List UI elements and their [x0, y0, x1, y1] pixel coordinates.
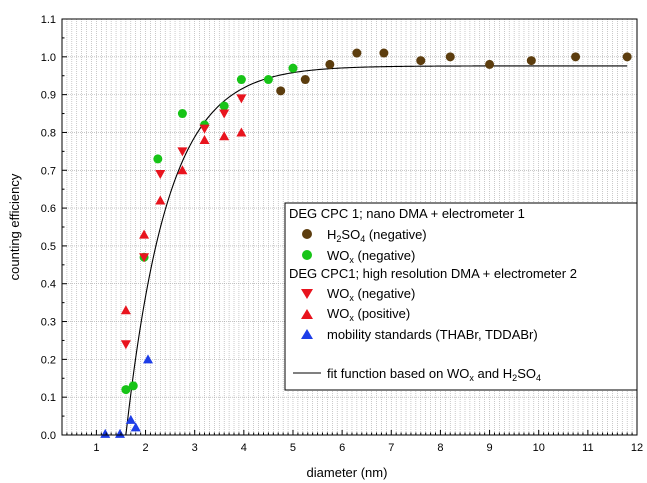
legend-marker-wox-negative-green	[302, 250, 312, 260]
markers-layer	[100, 48, 632, 438]
data-point-series-4	[125, 414, 136, 424]
data-point-series-2	[139, 253, 150, 263]
y-tick-label: 0.9	[41, 90, 56, 102]
data-point-series-3	[139, 229, 150, 239]
data-point-series-0	[416, 56, 426, 66]
data-point-series-0	[379, 48, 389, 58]
legend-box	[284, 202, 638, 391]
data-point-series-1	[153, 154, 163, 164]
x-tick-label: 9	[487, 442, 493, 454]
data-point-series-4	[114, 428, 125, 438]
data-point-series-0	[445, 52, 455, 62]
legend-label-h2so4: H2SO4 (negative)	[327, 227, 427, 244]
data-point-series-4	[143, 354, 154, 364]
x-tick-label: 11	[582, 442, 593, 454]
data-point-series-1	[288, 63, 298, 73]
data-point-series-3	[236, 127, 247, 137]
data-point-series-2	[120, 340, 131, 350]
legend-marker-wox-positive	[301, 309, 313, 319]
legend-label-fit: fit function based on WOx and H2SO4	[327, 366, 541, 383]
data-point-series-2	[236, 94, 247, 104]
fit-curve-line	[125, 65, 628, 436]
legend: DEG CPC 1; nano DMA + electrometer 1 H2S…	[284, 202, 638, 391]
x-tick-label: 5	[290, 442, 296, 454]
y-tick-label: 0.4	[41, 279, 56, 291]
legend-group1-header: DEG CPC 1; nano DMA + electrometer 1	[289, 206, 525, 221]
x-tick-label: 12	[631, 442, 643, 454]
y-tick-label: 0.0	[41, 430, 56, 442]
data-point-series-4	[100, 428, 111, 438]
legend-marker-h2so4	[302, 229, 312, 239]
data-point-series-4	[130, 422, 141, 432]
x-tick-label: 1	[93, 442, 99, 454]
legend-group2-header: DEG CPC1; high resolution DMA + electrom…	[289, 266, 577, 281]
legend-marker-mobility-standards	[301, 329, 313, 339]
data-point-series-0	[571, 52, 581, 62]
x-tick-label: 3	[192, 442, 198, 454]
x-tick-label: 8	[437, 442, 443, 454]
data-point-series-3	[177, 165, 188, 175]
data-point-series-1	[263, 75, 273, 85]
x-tick-label: 6	[339, 442, 345, 454]
data-point-series-1	[177, 109, 187, 119]
y-tick-label: 0.3	[41, 317, 56, 329]
data-point-series-1	[121, 385, 131, 395]
legend-label-wox-positive: WOx (positive)	[327, 306, 410, 323]
data-point-series-3	[120, 305, 131, 315]
data-point-series-0	[300, 75, 310, 85]
axis-ticks	[62, 18, 638, 436]
x-tick-label: 7	[388, 442, 394, 454]
y-tick-label: 0.2	[41, 354, 56, 366]
data-point-series-0	[526, 56, 536, 66]
data-point-series-0	[352, 48, 362, 58]
legend-label-wox-negative-red: WOx (negative)	[327, 286, 415, 303]
y-tick-label: 1.0	[41, 52, 56, 64]
legend-label-mobility-standards: mobility standards (THABr, TDDABr)	[327, 327, 538, 342]
y-tick-label: 0.8	[41, 127, 56, 139]
y-tick-label: 0.7	[41, 165, 56, 177]
y-tick-label: 0.6	[41, 203, 56, 215]
x-tick-label: 10	[533, 442, 545, 454]
tick-labels: 1 2 3 4 5 6 7 8 9 10 11 120.00.10.20.30.40.50.60.70…	[41, 14, 643, 454]
y-tick-label: 0.5	[41, 241, 56, 253]
x-tick-label: 4	[241, 442, 247, 454]
data-point-series-2	[177, 147, 188, 157]
data-point-series-3	[199, 135, 210, 145]
data-point-series-1	[219, 101, 229, 111]
data-point-series-1	[236, 75, 246, 85]
data-point-series-2	[155, 170, 166, 180]
fit-curve-layer	[125, 65, 628, 436]
data-point-series-0	[485, 59, 495, 69]
x-tick-label: 2	[142, 442, 148, 454]
data-point-series-0	[276, 86, 286, 96]
data-point-series-2	[199, 124, 210, 134]
y-tick-label: 0.1	[41, 392, 56, 404]
data-point-series-1	[128, 381, 138, 391]
data-point-series-3	[219, 131, 230, 141]
y-tick-label: 1.1	[41, 14, 56, 26]
legend-marker-wox-negative-red	[301, 289, 313, 299]
data-point-series-0	[622, 52, 632, 62]
y-axis-label: counting efficiency	[7, 173, 22, 280]
data-point-series-2	[219, 109, 230, 119]
data-point-series-3	[155, 195, 166, 205]
data-point-series-0	[325, 59, 335, 69]
legend-label-wox-negative-green: WOx (negative)	[327, 248, 415, 265]
x-axis-label: diameter (nm)	[307, 465, 388, 480]
